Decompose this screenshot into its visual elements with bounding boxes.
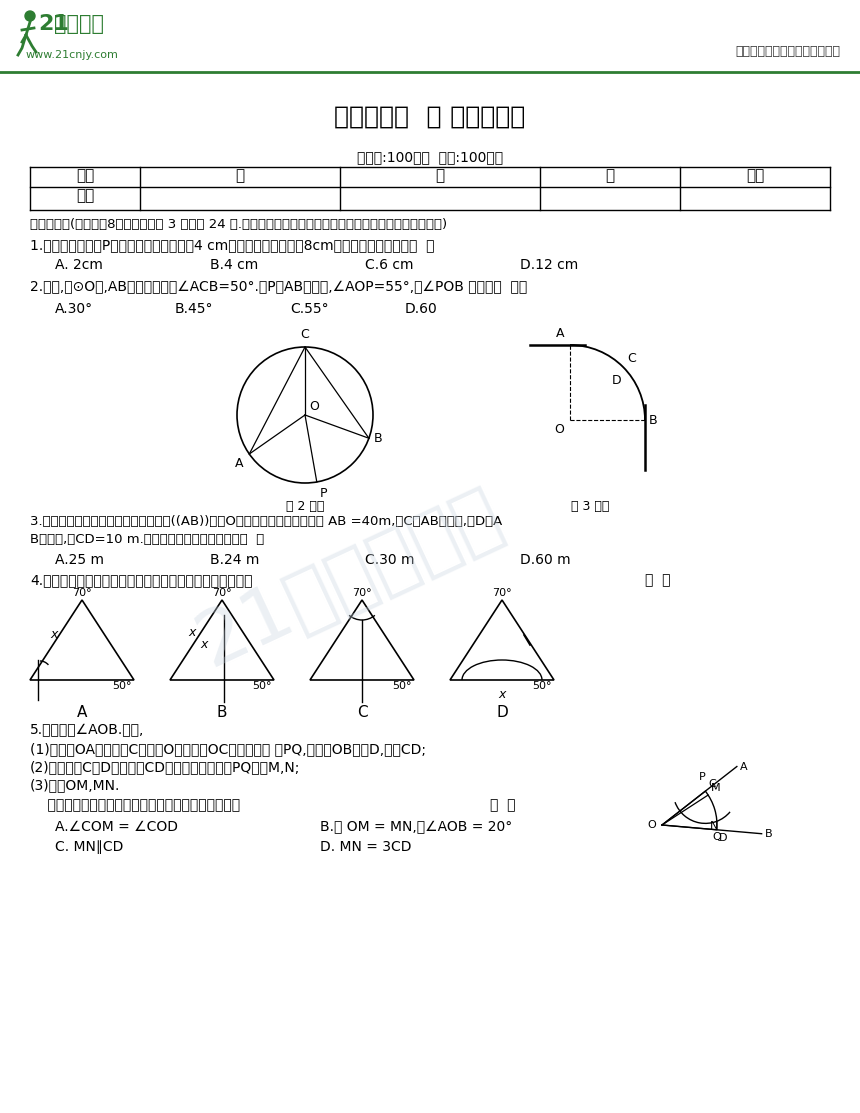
Text: 21: 21 bbox=[38, 14, 69, 35]
Text: B的中点,且CD=10 m.则这段弯路所在圆的半径为（  ）: B的中点,且CD=10 m.则这段弯路所在圆的半径为（ ） bbox=[30, 533, 264, 546]
Text: B: B bbox=[649, 414, 658, 426]
Text: B.若 OM = MN,则∠AOB = 20°: B.若 OM = MN,则∠AOB = 20° bbox=[320, 820, 513, 834]
Text: A: A bbox=[740, 761, 747, 771]
Text: C: C bbox=[627, 352, 636, 365]
Text: C: C bbox=[709, 779, 716, 789]
Text: C.30 m: C.30 m bbox=[365, 553, 415, 567]
Text: 总分: 总分 bbox=[746, 168, 765, 183]
Text: 一: 一 bbox=[236, 168, 244, 183]
Text: N: N bbox=[710, 821, 719, 831]
Circle shape bbox=[25, 11, 35, 21]
Text: (2)分别以点C，D为圆心，CD长为半径作弧，交PQ于点M,N;: (2)分别以点C，D为圆心，CD长为半径作弧，交PQ于点M,N; bbox=[30, 760, 300, 774]
Text: 4.根据圆规作图的痕迹，可用直尺成功找到三角形外心的是: 4.根据圆规作图的痕迹，可用直尺成功找到三角形外心的是 bbox=[30, 573, 253, 587]
Text: 3.如图，一条公路的转弯处是一段圆弧((AB))，点O是这段弧所在圆的圆心， AB =40m,点C是AB的中点,点D是A: 3.如图，一条公路的转弯处是一段圆弧((AB))，点O是这段弧所在圆的圆心， A… bbox=[30, 515, 502, 528]
Text: x: x bbox=[200, 639, 207, 651]
Text: （  ）: （ ） bbox=[490, 798, 515, 812]
Text: D: D bbox=[611, 374, 621, 387]
Text: B: B bbox=[217, 705, 227, 720]
Text: 50°: 50° bbox=[532, 681, 551, 691]
Text: 50°: 50° bbox=[112, 681, 132, 691]
Text: 50°: 50° bbox=[252, 681, 272, 691]
Text: B.24 m: B.24 m bbox=[210, 553, 260, 567]
Text: D. MN = 3CD: D. MN = 3CD bbox=[320, 840, 411, 854]
Text: A.25 m: A.25 m bbox=[55, 553, 104, 567]
Text: B.45°: B.45° bbox=[175, 302, 213, 316]
Text: O: O bbox=[554, 423, 564, 436]
Text: 得分: 得分 bbox=[76, 188, 94, 203]
Text: 70°: 70° bbox=[353, 588, 372, 598]
Text: B: B bbox=[374, 432, 383, 445]
Text: www.21cnjy.com: www.21cnjy.com bbox=[26, 50, 119, 60]
Text: O: O bbox=[648, 820, 656, 830]
Text: （  ）: （ ） bbox=[645, 573, 671, 587]
Text: 50°: 50° bbox=[392, 681, 411, 691]
Text: 70°: 70° bbox=[492, 588, 512, 598]
Text: B: B bbox=[765, 829, 772, 839]
Text: x: x bbox=[188, 626, 196, 639]
Text: 1.已知，圆内一点P到圆上最近点的距离为4 cm，到最远点的距离为8cm，则这个圆的半径为（  ）: 1.已知，圆内一点P到圆上最近点的距离为4 cm，到最远点的距离为8cm，则这个… bbox=[30, 238, 434, 252]
Text: 21世纪教育网: 21世纪教育网 bbox=[187, 477, 513, 682]
Text: A. 2cm: A. 2cm bbox=[55, 258, 103, 272]
Text: 5.已知锐角∠AOB.如图,: 5.已知锐角∠AOB.如图, bbox=[30, 723, 144, 737]
Text: D.12 cm: D.12 cm bbox=[520, 258, 578, 272]
Text: C.6 cm: C.6 cm bbox=[365, 258, 414, 272]
Text: C.55°: C.55° bbox=[290, 302, 329, 316]
Text: D: D bbox=[719, 833, 728, 843]
Text: P: P bbox=[320, 487, 328, 500]
Text: 三: 三 bbox=[605, 168, 615, 183]
Text: (3)连接OM,MN.: (3)连接OM,MN. bbox=[30, 778, 120, 792]
Text: Q: Q bbox=[712, 831, 721, 841]
Text: 第 3 题图: 第 3 题图 bbox=[571, 500, 609, 513]
Text: 70°: 70° bbox=[72, 588, 92, 598]
Text: 第 2 题图: 第 2 题图 bbox=[286, 500, 324, 513]
Text: M: M bbox=[711, 784, 721, 794]
Text: (1)在射线OA上取一点C，以点O为圆心，OC长为半径作 ⿯PQ,交射线OB于点D,连接CD;: (1)在射线OA上取一点C，以点O为圆心，OC长为半径作 ⿯PQ,交射线OB于点… bbox=[30, 742, 426, 756]
Text: 中小学教育资源及组卷应用平台: 中小学教育资源及组卷应用平台 bbox=[735, 45, 840, 58]
Text: C: C bbox=[357, 705, 367, 720]
Text: 根据以上作图过程及所作图形，下列结论中错误的是: 根据以上作图过程及所作图形，下列结论中错误的是 bbox=[30, 798, 240, 812]
Text: 70°: 70° bbox=[212, 588, 232, 598]
Text: O: O bbox=[309, 400, 319, 413]
Text: D.60: D.60 bbox=[405, 302, 438, 316]
Text: 2.如图,在⊙O中,AB所对的圆周角∠ACB=50°.若P为AB上一点,∠AOP=55°,则∠POB 的度数为  （）: 2.如图,在⊙O中,AB所对的圆周角∠ACB=50°.若P为AB上一点,∠AOP… bbox=[30, 280, 527, 294]
Text: x: x bbox=[498, 688, 506, 701]
Text: x: x bbox=[51, 629, 58, 641]
Text: B.4 cm: B.4 cm bbox=[210, 258, 258, 272]
Text: C. MN∥CD: C. MN∥CD bbox=[55, 840, 123, 854]
Text: 一、选择题(本大题兲8小题，每小题 3 分，共 24 分.在每小题给出的四个选项中，只有一项是符合题目要求的): 一、选择题(本大题兲8小题，每小题 3 分，共 24 分.在每小题给出的四个选项… bbox=[30, 218, 447, 232]
Text: A: A bbox=[77, 705, 87, 720]
Text: 题号: 题号 bbox=[76, 168, 94, 183]
Text: A: A bbox=[235, 457, 243, 470]
Text: D: D bbox=[496, 705, 508, 720]
Text: D.60 m: D.60 m bbox=[520, 553, 571, 567]
Text: C: C bbox=[301, 328, 310, 341]
Text: A: A bbox=[556, 327, 564, 339]
Text: 二: 二 bbox=[435, 168, 445, 183]
Text: A.∠COM = ∠COD: A.∠COM = ∠COD bbox=[55, 820, 178, 834]
Text: 世纪教育: 世纪教育 bbox=[54, 14, 104, 35]
Text: 第二十四章  圆 综合测试卷: 第二十四章 圆 综合测试卷 bbox=[335, 105, 525, 129]
Text: （时间:100分钟  满分:100分）: （时间:100分钟 满分:100分） bbox=[357, 150, 503, 164]
Text: P: P bbox=[699, 771, 706, 781]
Text: A.30°: A.30° bbox=[55, 302, 93, 316]
